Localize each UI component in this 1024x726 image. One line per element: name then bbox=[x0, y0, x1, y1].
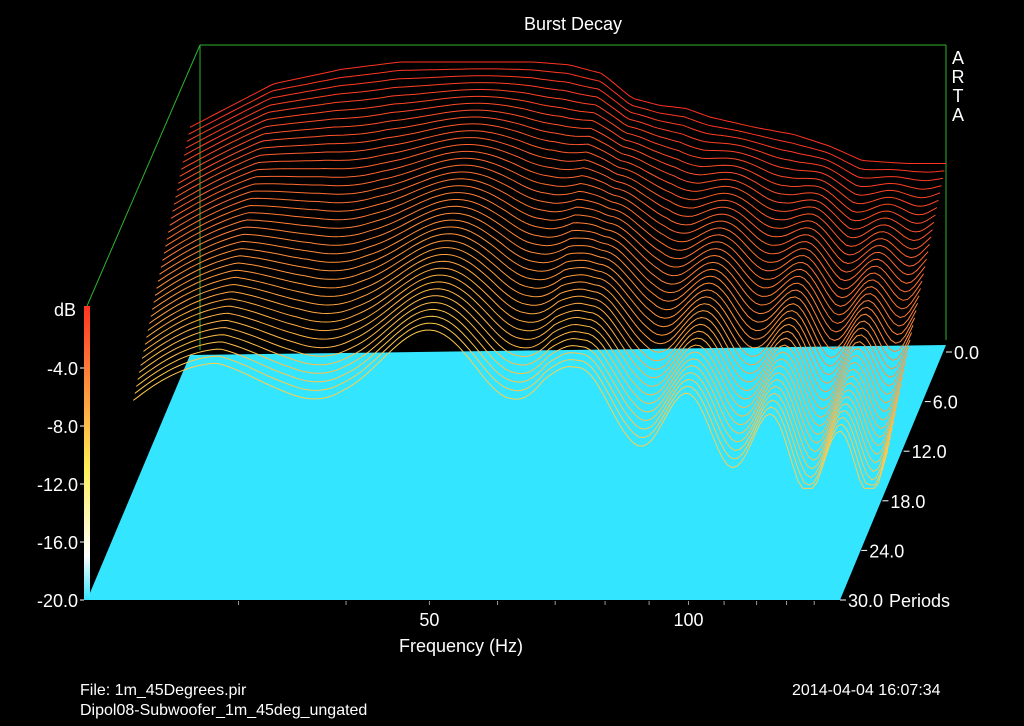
decay-trace bbox=[185, 82, 942, 190]
z-tick-label: -4.0 bbox=[47, 359, 78, 379]
decay-trace bbox=[178, 116, 935, 233]
brand-letter: T bbox=[953, 86, 964, 106]
decay-trace bbox=[156, 219, 913, 361]
decay-trace bbox=[141, 288, 898, 447]
footer-datetime: 2014-04-04 16:07:34 bbox=[792, 682, 941, 699]
decay-trace bbox=[146, 267, 902, 421]
decay-trace bbox=[134, 322, 890, 486]
brand-letter: A bbox=[952, 105, 964, 125]
footer-measurement-name: Dipol08-Subwoofer_1m_45deg_ungated bbox=[80, 702, 368, 719]
period-tick-label: 30.0 bbox=[848, 591, 883, 611]
period-tick-label: 18.0 bbox=[890, 492, 925, 512]
z-axis-unit-label: dB bbox=[54, 300, 76, 320]
decay-trace bbox=[188, 68, 945, 173]
period-tick-label: 6.0 bbox=[933, 393, 958, 413]
decay-trace bbox=[176, 123, 933, 242]
decay-trace bbox=[144, 274, 901, 430]
x-tick-label: 100 bbox=[673, 610, 703, 630]
period-tick-label: 12.0 bbox=[912, 442, 947, 462]
footer-file: File: 1m_45Degrees.pir bbox=[80, 682, 247, 699]
decay-trace bbox=[135, 315, 892, 481]
colorbar bbox=[84, 306, 90, 600]
decay-trace bbox=[189, 61, 946, 164]
decay-trace bbox=[149, 254, 905, 404]
brand-letter: A bbox=[952, 48, 964, 68]
decay-trace bbox=[153, 233, 910, 378]
x-tick-label: 50 bbox=[419, 610, 439, 630]
decay-trace bbox=[170, 150, 927, 276]
waterfall-traces bbox=[133, 61, 946, 489]
chart-title: Burst Decay bbox=[524, 14, 622, 34]
plot-frame bbox=[86, 44, 947, 350]
decay-trace bbox=[169, 157, 926, 284]
decay-trace bbox=[154, 226, 911, 370]
period-unit-label: Periods bbox=[889, 591, 950, 611]
decay-trace bbox=[186, 75, 944, 182]
z-tick-label: -20.0 bbox=[37, 591, 78, 611]
decay-trace bbox=[173, 137, 930, 259]
decay-trace bbox=[147, 260, 904, 413]
decay-trace bbox=[179, 109, 936, 224]
z-tick-label: -12.0 bbox=[37, 475, 78, 495]
period-tick-label: 24.0 bbox=[869, 541, 904, 561]
decay-trace bbox=[166, 171, 923, 301]
z-tick-label: -8.0 bbox=[47, 417, 78, 437]
x-axis-label: Frequency (Hz) bbox=[399, 636, 523, 656]
frame-side-diagonal bbox=[86, 44, 201, 307]
decay-trace bbox=[137, 308, 893, 473]
decay-trace bbox=[165, 178, 922, 310]
period-tick-label: 0.0 bbox=[954, 343, 979, 363]
waterfall-floor bbox=[87, 345, 946, 600]
decay-trace bbox=[172, 144, 929, 267]
decay-trace bbox=[143, 281, 899, 438]
z-tick-label: -16.0 bbox=[37, 533, 78, 553]
decay-trace bbox=[133, 329, 889, 489]
brand-letter: R bbox=[952, 67, 965, 87]
decay-trace bbox=[183, 89, 941, 199]
decay-trace bbox=[163, 185, 920, 319]
decay-trace bbox=[140, 295, 896, 456]
decay-trace bbox=[175, 130, 932, 250]
decay-trace bbox=[182, 95, 939, 207]
decay-trace bbox=[181, 102, 938, 216]
decay-trace bbox=[157, 212, 914, 353]
decay-trace bbox=[160, 199, 917, 336]
decay-trace bbox=[159, 205, 916, 344]
decay-trace bbox=[151, 240, 908, 387]
decay-trace bbox=[167, 164, 925, 293]
axes: -4.0 -8.0 -12.0 -16.0 -20.0 50 100 0.0 6.0 12.0 18… bbox=[37, 343, 979, 630]
decay-trace bbox=[138, 302, 895, 464]
decay-trace bbox=[150, 247, 907, 396]
decay-trace bbox=[162, 192, 919, 327]
